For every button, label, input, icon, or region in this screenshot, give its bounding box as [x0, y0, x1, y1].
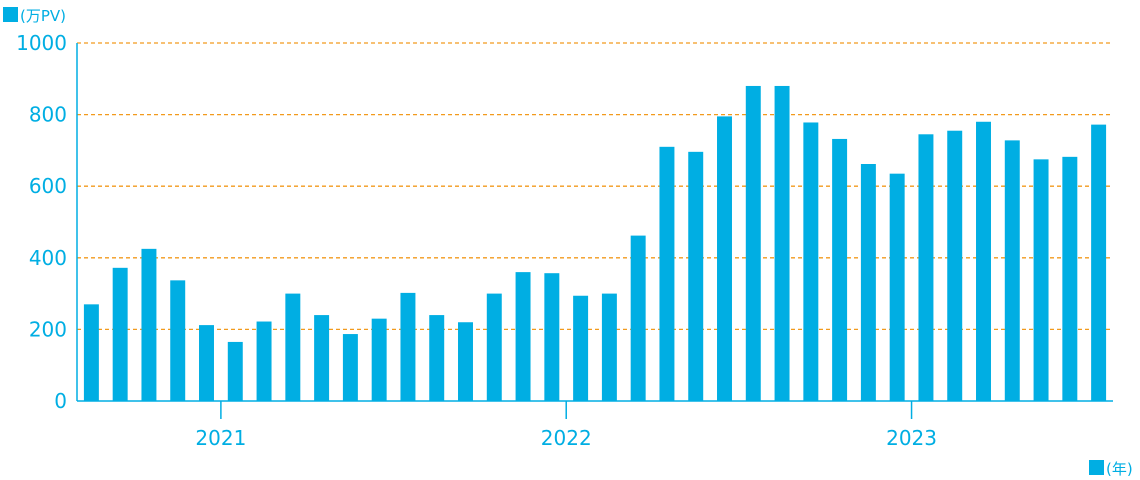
- bar-26: [803, 122, 819, 401]
- bar-10: [342, 334, 358, 401]
- bar-35: [1062, 156, 1078, 401]
- bar-23: [717, 116, 732, 401]
- y-tick-200: 200: [29, 317, 67, 341]
- y-tick-0: 0: [54, 389, 67, 413]
- bar-6: [227, 341, 243, 401]
- bar-11: [371, 318, 387, 401]
- bar-29: [889, 173, 905, 401]
- bar-12: [400, 292, 416, 401]
- bar-4: [170, 280, 186, 401]
- bar-32: [976, 121, 991, 401]
- bar-36: [1091, 124, 1107, 402]
- bar-18: [573, 295, 589, 401]
- bar-15: [486, 293, 502, 401]
- gridlines: [77, 42, 1113, 331]
- bar-19: [601, 293, 617, 401]
- bar-16: [515, 272, 531, 401]
- bar-30: [918, 134, 934, 402]
- x-tick-labels: 2021 2022 2023: [195, 401, 937, 450]
- bar-1: [83, 304, 99, 401]
- bar-25: [774, 85, 790, 402]
- bar-21: [659, 146, 675, 401]
- x-tick-2021: 2021: [195, 426, 246, 450]
- y-tick-1000: 1000: [16, 31, 67, 55]
- bar-22: [688, 151, 704, 401]
- y-unit-label: (万PV): [20, 7, 66, 25]
- x-unit-label: (年): [1106, 460, 1133, 478]
- bar-2: [112, 267, 128, 401]
- y-tick-600: 600: [29, 174, 67, 198]
- bar-3: [141, 248, 157, 401]
- bar-34: [1033, 159, 1049, 401]
- y-tick-400: 400: [29, 246, 67, 270]
- y-tick-800: 800: [29, 103, 67, 127]
- y-tick-labels: 0 200 400 600 800 1000: [16, 31, 67, 413]
- bar-20: [630, 235, 646, 401]
- bar-27: [832, 138, 848, 401]
- bar-31: [947, 130, 963, 401]
- bar-13: [429, 315, 445, 401]
- bars: [83, 85, 1107, 402]
- x-tick-2023: 2023: [886, 426, 937, 450]
- bar-8: [285, 293, 301, 401]
- x-unit-legend-square: [1089, 460, 1104, 475]
- bar-28: [860, 164, 876, 401]
- bar-24: [745, 85, 761, 402]
- x-tick-2022: 2022: [541, 426, 592, 450]
- bar-7: [256, 321, 272, 401]
- bar-5: [199, 325, 214, 401]
- bar-14: [458, 322, 473, 401]
- axes: [76, 43, 1113, 402]
- bar-33: [1004, 140, 1020, 401]
- bar-9: [314, 315, 330, 401]
- y-unit-legend-square: [3, 7, 18, 22]
- bar-17: [544, 273, 560, 401]
